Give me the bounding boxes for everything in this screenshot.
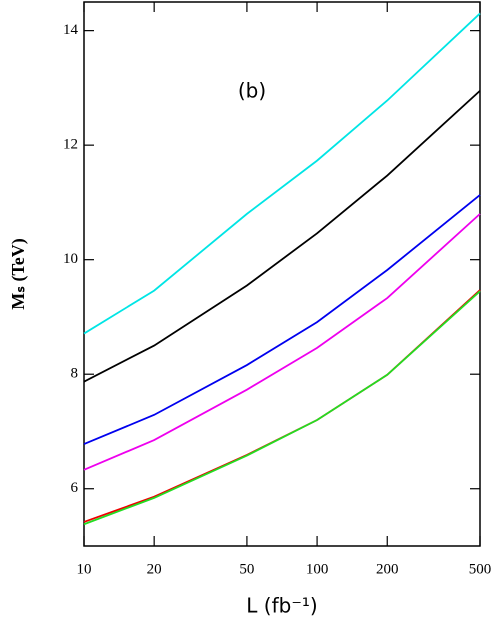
series-line	[83, 213, 481, 471]
y-tick-label: 10	[63, 251, 78, 267]
y-tick-label: 14	[63, 22, 79, 38]
series-line	[83, 90, 481, 383]
plot-frame	[83, 1, 481, 547]
series-line	[83, 289, 481, 523]
x-axis-label: L (fb⁻¹)	[246, 594, 317, 618]
series-line	[83, 290, 481, 526]
x-tick-label: 100	[306, 561, 329, 577]
x-tick-label: 50	[239, 561, 254, 577]
x-tick-label: 20	[147, 561, 162, 577]
y-tick-label: 6	[71, 480, 79, 496]
y-tick-label: 12	[63, 137, 78, 153]
annotation: (b)	[238, 79, 266, 103]
series-line	[83, 194, 481, 445]
x-tick-label: 500	[469, 561, 491, 577]
y-axis-label: Mₛ (TeV)	[8, 238, 29, 310]
x-tick-label: 10	[77, 561, 92, 577]
x-tick-label: 200	[376, 561, 399, 577]
series-line	[83, 12, 481, 335]
y-tick-label: 8	[71, 366, 79, 382]
